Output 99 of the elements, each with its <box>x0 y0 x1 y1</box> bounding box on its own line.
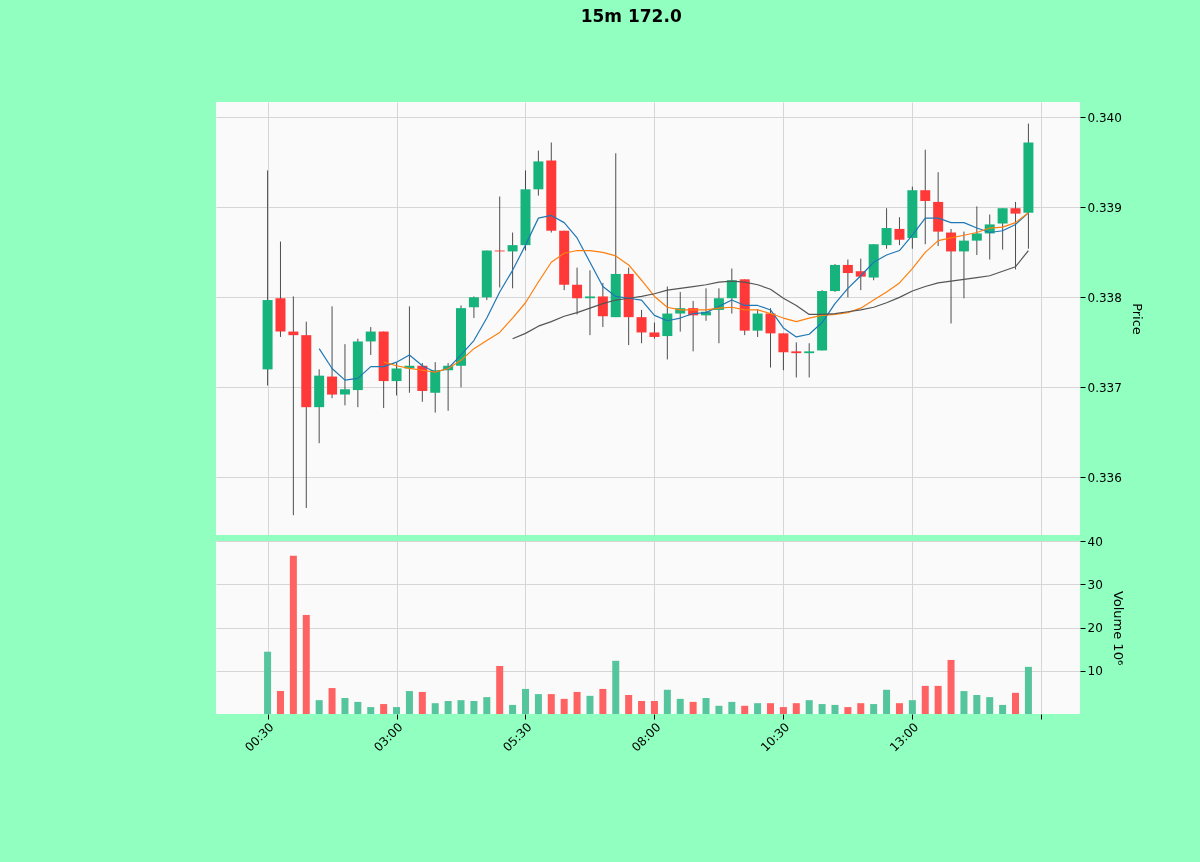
bar <box>1024 666 1032 714</box>
bar <box>1012 692 1020 714</box>
bar <box>612 660 620 714</box>
bar <box>367 707 375 714</box>
y-tick-label: 40 <box>1087 534 1103 549</box>
candlestick <box>971 206 982 256</box>
bar <box>999 704 1007 714</box>
y-tick-label: 0.336 <box>1087 470 1122 485</box>
candlestick <box>327 305 338 399</box>
bar <box>663 689 671 714</box>
bar <box>534 694 542 714</box>
bar <box>792 703 800 714</box>
bar <box>947 659 955 714</box>
bar <box>457 700 465 714</box>
bar <box>470 701 478 714</box>
bar <box>444 701 452 714</box>
bar <box>689 701 697 714</box>
bar <box>831 704 839 714</box>
bar <box>521 688 529 714</box>
bar <box>715 705 723 714</box>
y-axis-title: Price <box>1129 303 1145 335</box>
bar <box>380 704 388 714</box>
y-tick-label: 10 <box>1087 664 1103 679</box>
line-series <box>512 249 1030 340</box>
bar <box>418 691 426 714</box>
bar <box>405 691 413 714</box>
candlestick <box>920 149 931 245</box>
bar <box>857 703 865 714</box>
bar <box>302 614 310 714</box>
candlestick <box>894 216 905 246</box>
bar <box>728 701 736 714</box>
y-axis-title: Volume 10⁶ <box>1110 590 1126 666</box>
bar <box>289 555 297 714</box>
candlestick <box>804 342 815 378</box>
candlestick <box>765 307 776 368</box>
candlestick <box>430 361 441 413</box>
bar <box>908 700 916 714</box>
chart-title: 15m 172.0 <box>580 6 682 26</box>
candlestick <box>997 207 1008 251</box>
candlestick <box>636 309 647 344</box>
bar <box>276 691 284 714</box>
bar <box>883 689 891 714</box>
candlestick <box>507 232 518 289</box>
bar <box>354 701 362 714</box>
candlestick <box>842 259 853 298</box>
bar <box>650 701 658 714</box>
candlestick <box>958 231 969 299</box>
bar <box>599 688 607 714</box>
bar <box>754 703 762 714</box>
bar <box>973 694 981 714</box>
bar <box>934 685 942 714</box>
bar <box>779 707 787 714</box>
candlestick <box>752 308 763 338</box>
bar <box>870 704 878 714</box>
bar <box>844 707 852 714</box>
bar <box>431 703 439 714</box>
bar <box>328 688 336 714</box>
bar <box>895 703 903 714</box>
bar <box>496 665 504 714</box>
bar <box>921 685 929 714</box>
y-tick-label: 20 <box>1087 621 1103 635</box>
bar <box>560 698 568 714</box>
y-tick-label: 0.339 <box>1087 200 1122 215</box>
bar <box>676 698 684 714</box>
bar <box>264 651 272 714</box>
bar <box>767 703 775 714</box>
bar <box>638 701 646 714</box>
bar <box>573 691 581 714</box>
candlestick <box>726 268 737 314</box>
bar <box>393 707 401 714</box>
y-tick-label: 0.337 <box>1087 380 1122 395</box>
candlestick <box>778 332 789 371</box>
y-tick-label: 30 <box>1087 577 1103 592</box>
y-tick-label: 0.338 <box>1087 290 1122 305</box>
bar <box>805 700 813 714</box>
bar <box>547 694 555 714</box>
bar <box>625 694 633 714</box>
candlestick <box>391 362 402 396</box>
candlestick <box>365 326 376 356</box>
bar <box>586 695 594 714</box>
bar <box>341 698 349 714</box>
candlestick <box>881 207 892 250</box>
bar <box>818 704 826 714</box>
bar <box>315 700 323 714</box>
candlestick <box>572 267 583 315</box>
candlestick <box>1010 201 1021 270</box>
candlestick <box>597 282 608 328</box>
candlestick <box>791 341 802 378</box>
candlestick <box>339 343 350 406</box>
bar <box>509 704 517 714</box>
candlestick <box>584 269 595 336</box>
candlestick <box>662 286 673 360</box>
bar <box>702 698 710 714</box>
candlestick <box>468 296 479 319</box>
y-tick-label: 0.340 <box>1087 110 1122 125</box>
bar <box>741 705 749 714</box>
bar <box>986 697 994 714</box>
bar <box>960 691 968 714</box>
bar <box>483 697 491 714</box>
